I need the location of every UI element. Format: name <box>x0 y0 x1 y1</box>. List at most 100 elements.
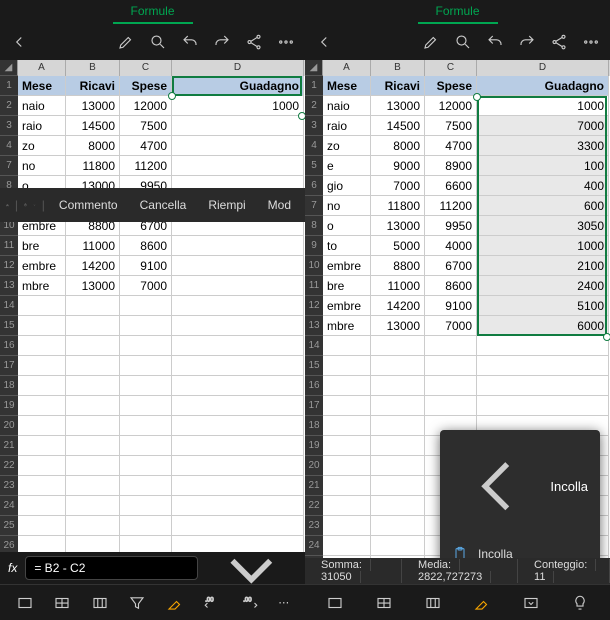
highlight-icon[interactable] <box>166 594 184 612</box>
chevron-down-icon[interactable] <box>33 197 36 213</box>
col-a[interactable]: A <box>323 60 371 76</box>
table-icon[interactable] <box>375 594 393 612</box>
chevron-left-icon[interactable] <box>452 442 540 530</box>
topbar-left <box>0 24 305 60</box>
col-d[interactable]: D <box>172 60 304 76</box>
col-b[interactable]: B <box>66 60 120 76</box>
table-row[interactable]: 4zo80004700 <box>0 136 305 156</box>
corner[interactable]: ◢ <box>305 60 323 76</box>
more-bottom[interactable]: ⋯ <box>278 596 289 609</box>
table-row[interactable]: 21 <box>0 436 305 456</box>
highlight-icon[interactable] <box>473 594 491 612</box>
more-button[interactable]: Mod <box>260 194 299 216</box>
dec-decimal-icon[interactable]: .00 <box>241 594 259 612</box>
table-row[interactable]: 11bre1100086002400 <box>305 276 610 296</box>
table-row[interactable]: 2naio13000120001000 <box>305 96 610 116</box>
table-row[interactable]: 12embre142009100 <box>0 256 305 276</box>
grid-right[interactable]: ◢ A B C D 1MeseRicaviSpeseGuadagno2naio1… <box>305 60 610 558</box>
share-icon[interactable] <box>550 33 568 51</box>
search-icon[interactable] <box>149 33 167 51</box>
table-row[interactable]: 13mbre130007000 <box>0 276 305 296</box>
stat-count: Conteggio: 11 <box>518 559 610 583</box>
table-row[interactable]: 17 <box>305 396 610 416</box>
table-row[interactable]: 10embre880067002100 <box>305 256 610 276</box>
table-row[interactable]: 3raio145007500 <box>0 116 305 136</box>
table-row[interactable]: 4zo800047003300 <box>305 136 610 156</box>
formula-input[interactable] <box>25 556 198 580</box>
table-row[interactable]: 25 <box>0 516 305 536</box>
col-d[interactable]: D <box>477 60 609 76</box>
table-row[interactable]: 15 <box>0 316 305 336</box>
tab-formulas[interactable]: Formule <box>113 0 193 24</box>
redo-icon[interactable] <box>213 33 231 51</box>
table-row[interactable]: 5e90008900100 <box>305 156 610 176</box>
filter-icon[interactable] <box>128 594 146 612</box>
column-icon[interactable] <box>91 594 109 612</box>
sheet-icon[interactable] <box>326 594 344 612</box>
table-row[interactable]: 17 <box>0 356 305 376</box>
sheet-icon[interactable] <box>16 594 34 612</box>
lightbulb-icon[interactable] <box>571 594 589 612</box>
share-icon[interactable] <box>245 33 263 51</box>
table-row[interactable]: 16 <box>0 336 305 356</box>
col-a[interactable]: A <box>18 60 66 76</box>
table-row[interactable]: 15 <box>305 356 610 376</box>
fill-button[interactable]: Riempi <box>200 194 253 216</box>
table-icon[interactable] <box>53 594 71 612</box>
table-row[interactable]: 8o1300099503050 <box>305 216 610 236</box>
grid-left[interactable]: ◢ A B C D 1MeseRicaviSpeseGuadagno2naio1… <box>0 60 305 552</box>
inc-decimal-icon[interactable]: .00 <box>203 594 221 612</box>
corner[interactable]: ◢ <box>0 60 18 76</box>
comment-button[interactable]: Commento <box>51 194 126 216</box>
table-row[interactable]: 19 <box>0 396 305 416</box>
paste-menu-title: Incolla <box>440 434 600 538</box>
bottombar-right <box>305 584 610 620</box>
back-icon[interactable] <box>10 33 28 51</box>
cancel-button[interactable]: Cancella <box>132 194 195 216</box>
table-row[interactable]: 11bre110008600 <box>0 236 305 256</box>
table-row[interactable]: 7no1180011200 <box>0 156 305 176</box>
back-icon[interactable] <box>315 33 333 51</box>
table-row[interactable]: 3raio1450075007000 <box>305 116 610 136</box>
tab-formulas-r[interactable]: Formule <box>418 0 498 24</box>
fill-handle[interactable] <box>298 112 305 120</box>
table-row[interactable]: 24 <box>0 496 305 516</box>
table-row[interactable]: 26 <box>0 536 305 552</box>
more-icon[interactable] <box>277 33 295 51</box>
table-row[interactable]: 6gio70006600400 <box>305 176 610 196</box>
col-c[interactable]: C <box>425 60 477 76</box>
sel-handle-r[interactable] <box>473 93 481 101</box>
pen-icon[interactable] <box>422 33 440 51</box>
table-row[interactable]: 14 <box>305 336 610 356</box>
paste-icon[interactable] <box>24 197 27 213</box>
table-row[interactable]: 12embre1420091005100 <box>305 296 610 316</box>
table-row[interactable]: 20 <box>0 416 305 436</box>
left-pane: Formule ◢ A B C D 1MeseRicaviSpeseGuadag… <box>0 0 305 620</box>
table-row[interactable]: 23 <box>0 476 305 496</box>
table-row[interactable]: 14 <box>0 296 305 316</box>
redo-icon[interactable] <box>518 33 536 51</box>
col-c[interactable]: C <box>120 60 172 76</box>
undo-icon[interactable] <box>486 33 504 51</box>
fill-handle-r[interactable] <box>603 333 610 341</box>
search-icon[interactable] <box>454 33 472 51</box>
undo-icon[interactable] <box>181 33 199 51</box>
more-icon[interactable] <box>582 33 600 51</box>
pen-icon[interactable] <box>117 33 135 51</box>
table-row[interactable]: 22 <box>0 456 305 476</box>
col-b[interactable]: B <box>371 60 425 76</box>
stats-bar: Somma: 31050 Media: 2822,727273 Conteggi… <box>305 558 610 584</box>
cut-icon[interactable] <box>6 197 9 213</box>
dropdown-icon[interactable] <box>522 594 540 612</box>
table-row[interactable]: 18 <box>0 376 305 396</box>
col-header-r: ◢ A B C D <box>305 60 610 76</box>
table-row[interactable]: 2naio13000120001000 <box>0 96 305 116</box>
table-row[interactable]: 9to500040001000 <box>305 236 610 256</box>
paste-item[interactable]: Incolla <box>440 538 600 558</box>
stat-avg: Media: 2822,727273 <box>402 559 518 583</box>
sel-handle[interactable] <box>168 92 176 100</box>
table-row[interactable]: 7no1180011200600 <box>305 196 610 216</box>
table-row[interactable]: 16 <box>305 376 610 396</box>
table-row[interactable]: 13mbre1300070006000 <box>305 316 610 336</box>
column-icon[interactable] <box>424 594 442 612</box>
